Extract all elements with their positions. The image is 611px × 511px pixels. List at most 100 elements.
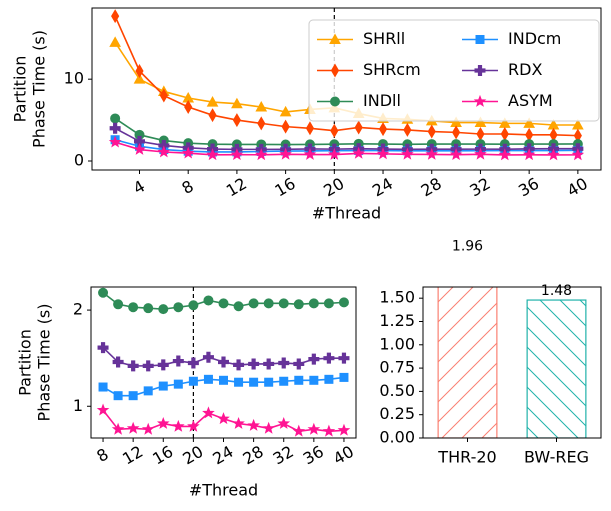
marker: [401, 147, 414, 160]
marker: [158, 304, 169, 315]
y-tick-label: 0.00: [379, 428, 415, 447]
y-tick-label: 1: [73, 396, 83, 415]
marker: [159, 88, 168, 103]
x-axis-label: #Thread: [189, 481, 258, 500]
marker: [279, 147, 292, 160]
marker: [98, 287, 109, 298]
marker: [339, 372, 349, 382]
marker: [376, 147, 390, 160]
legend-frame: [308, 19, 600, 122]
marker: [206, 148, 219, 161]
value-label: 1.48: [541, 283, 572, 299]
marker: [127, 360, 139, 372]
marker: [403, 122, 412, 137]
marker: [219, 375, 228, 385]
marker: [157, 359, 169, 371]
marker: [218, 356, 229, 368]
marker: [523, 117, 536, 128]
marker: [263, 298, 274, 309]
marker: [109, 36, 121, 47]
marker: [247, 418, 260, 431]
marker: [143, 303, 154, 314]
marker: [522, 148, 536, 161]
marker: [126, 421, 140, 434]
marker: [128, 391, 138, 401]
marker: [187, 357, 199, 369]
marker: [338, 297, 349, 308]
x-tick-label: 20: [179, 442, 206, 469]
marker: [157, 145, 171, 158]
marker: [141, 422, 155, 435]
marker: [133, 135, 145, 147]
y-tick-label: 1.00: [379, 334, 415, 353]
legend-label: INDll: [363, 91, 401, 110]
marker: [473, 94, 487, 107]
marker: [281, 119, 290, 134]
marker: [279, 376, 289, 386]
marker: [324, 374, 334, 384]
x-tick-label: 8: [93, 444, 111, 466]
x-tick-label: 16: [272, 174, 299, 201]
marker: [113, 299, 124, 310]
marker: [330, 123, 339, 138]
marker: [337, 423, 351, 436]
legend: SHRll SHRcm INDll INDcm RDX ASYM: [308, 19, 600, 122]
bar: [437, 287, 498, 438]
marker: [172, 355, 184, 367]
x-tick-label: 32: [270, 442, 297, 469]
marker: [172, 419, 185, 432]
marker: [112, 356, 124, 368]
marker: [474, 147, 487, 160]
marker: [330, 96, 340, 107]
marker: [97, 342, 109, 354]
marker: [277, 416, 291, 429]
marker: [188, 300, 199, 311]
marker: [571, 148, 585, 161]
marker: [308, 353, 320, 365]
marker: [249, 377, 259, 387]
marker: [354, 120, 363, 135]
legend-label: SHRll: [363, 29, 405, 48]
marker: [188, 376, 198, 386]
marker: [322, 424, 336, 437]
marker: [158, 381, 168, 391]
marker: [323, 298, 334, 309]
marker: [452, 125, 461, 140]
marker: [203, 374, 213, 384]
marker: [549, 127, 558, 142]
marker: [308, 298, 319, 309]
y-tick-label: 10: [64, 69, 84, 88]
marker: [294, 375, 304, 385]
marker: [474, 116, 487, 128]
marker: [230, 148, 244, 161]
marker: [233, 301, 244, 312]
marker: [113, 391, 123, 401]
marker: [233, 359, 245, 371]
marker: [248, 358, 260, 370]
marker: [202, 406, 215, 419]
x-tick-label: 32: [466, 174, 493, 201]
marker: [427, 124, 436, 139]
y-tick-label: 1.50: [379, 288, 415, 307]
marker: [279, 105, 292, 117]
marker: [232, 113, 241, 128]
x-tick-label: THR-20: [437, 448, 496, 467]
marker: [206, 96, 219, 107]
marker: [547, 148, 560, 161]
y-axis-label: PartitionPhase Time (s): [15, 304, 53, 422]
x-tick-label: 28: [240, 442, 267, 469]
marker: [143, 386, 153, 396]
marker: [173, 302, 184, 313]
marker: [133, 73, 146, 84]
marker: [218, 298, 229, 309]
marker: [156, 416, 170, 429]
value-label: 1.96: [452, 238, 483, 254]
y-tick-label: 1.25: [379, 311, 415, 330]
marker: [425, 147, 439, 160]
marker: [352, 146, 365, 159]
marker: [142, 360, 154, 372]
marker: [303, 147, 317, 160]
marker: [208, 108, 217, 123]
marker: [248, 298, 259, 309]
